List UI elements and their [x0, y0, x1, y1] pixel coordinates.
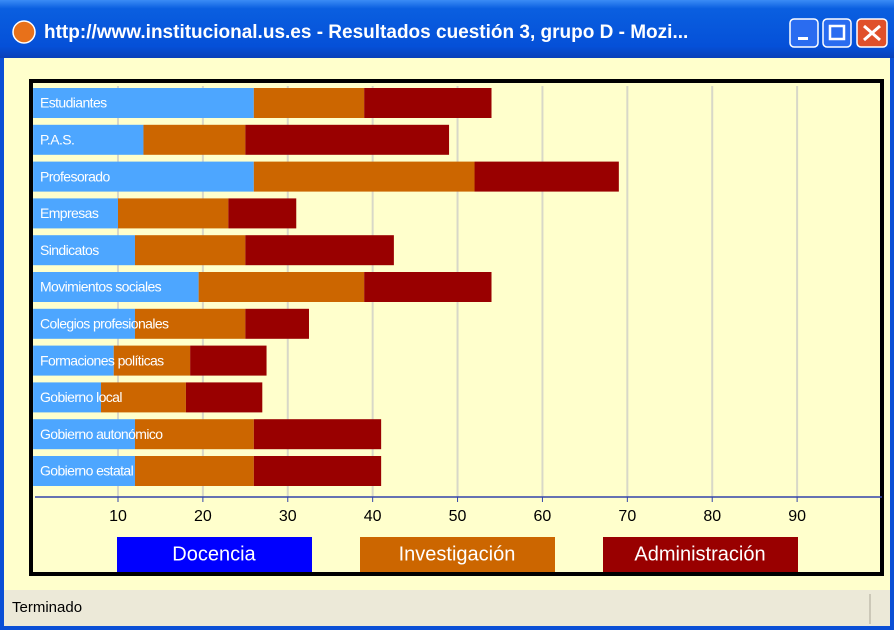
x-tick-label: 40: [364, 508, 382, 525]
category-label: Profesorado: [40, 168, 110, 184]
maximize-button[interactable]: [822, 18, 852, 48]
bar-segment: [134, 308, 246, 339]
category-label: Colegios profesionales: [40, 316, 169, 332]
x-tick-label: 60: [534, 508, 552, 525]
legend-label: Administración: [634, 543, 765, 565]
bar-segment: [33, 345, 114, 376]
category-label: Gobierno estatal: [40, 463, 134, 479]
bar-segment: [364, 88, 492, 118]
category-label: Estudiantes: [40, 95, 107, 111]
bar-segment: [253, 456, 382, 486]
bar-segment: [101, 382, 186, 413]
category-label: Formaciones políticas: [40, 352, 164, 368]
bar-segment: [474, 161, 619, 192]
legend-swatch: [603, 537, 798, 572]
close-icon: [863, 24, 881, 42]
bar-segment: [113, 345, 191, 376]
window-title: http://www.institucional.us.es - Resulta…: [44, 22, 688, 43]
x-tick-label: 50: [449, 508, 467, 525]
bar-segment: [198, 272, 365, 302]
legend-label: Investigación: [399, 543, 516, 565]
bar-segment: [185, 382, 263, 413]
legend-swatch: [360, 537, 555, 572]
x-tick-label: 70: [618, 508, 636, 525]
category-label: Empresas: [40, 205, 99, 221]
bar-segment: [134, 456, 254, 486]
x-tick-label: 10: [109, 508, 127, 525]
bar-segment: [245, 124, 450, 155]
minimize-icon: [798, 37, 808, 40]
category-label: P.A.S.: [40, 132, 74, 148]
maximize-icon: [828, 24, 846, 41]
status-bar: [4, 590, 890, 626]
category-label: Movimientos sociales: [40, 279, 162, 295]
status-text: Terminado: [12, 599, 82, 616]
category-label: Gobierno local: [40, 389, 122, 405]
legend-label: Docencia: [172, 543, 256, 565]
title-bar: [0, 0, 894, 58]
app-icon: [12, 20, 36, 44]
bar-segment: [253, 88, 365, 118]
bar-segment: [228, 198, 297, 229]
x-tick-label: 20: [194, 508, 212, 525]
bar-segment: [134, 419, 254, 450]
bar-segment: [245, 308, 309, 339]
bar-segment: [117, 198, 229, 229]
category-label: Sindicatos: [40, 242, 99, 258]
x-tick-label: 80: [703, 508, 721, 525]
bar-segment: [190, 345, 267, 376]
bar-segment: [33, 235, 135, 266]
bar-segment: [33, 419, 135, 450]
bar-segment: [143, 124, 246, 155]
bar-segment: [33, 382, 102, 413]
bar-segment: [245, 235, 394, 266]
bar-segment: [33, 161, 254, 192]
bar-segment: [253, 419, 382, 450]
category-label: Gobierno autonómico: [40, 426, 163, 442]
bar-segment: [364, 272, 492, 302]
x-tick-label: 90: [788, 508, 806, 525]
legend-swatch: [117, 537, 312, 572]
x-tick-label: 30: [279, 508, 297, 525]
bar-segment: [253, 161, 475, 192]
chart: 10 20 30 40 50 60 70 80 90 Estudiantes P.A.S. Profe…: [33, 86, 882, 572]
bar-segment: [33, 198, 118, 229]
bar-segment: [33, 124, 144, 155]
bar-segment: [33, 456, 135, 486]
bar-segment: [33, 308, 135, 339]
bar-segment: [33, 272, 199, 302]
minimize-button[interactable]: [789, 18, 819, 48]
bar-segment: [134, 235, 246, 266]
bar-segment: [33, 88, 254, 118]
